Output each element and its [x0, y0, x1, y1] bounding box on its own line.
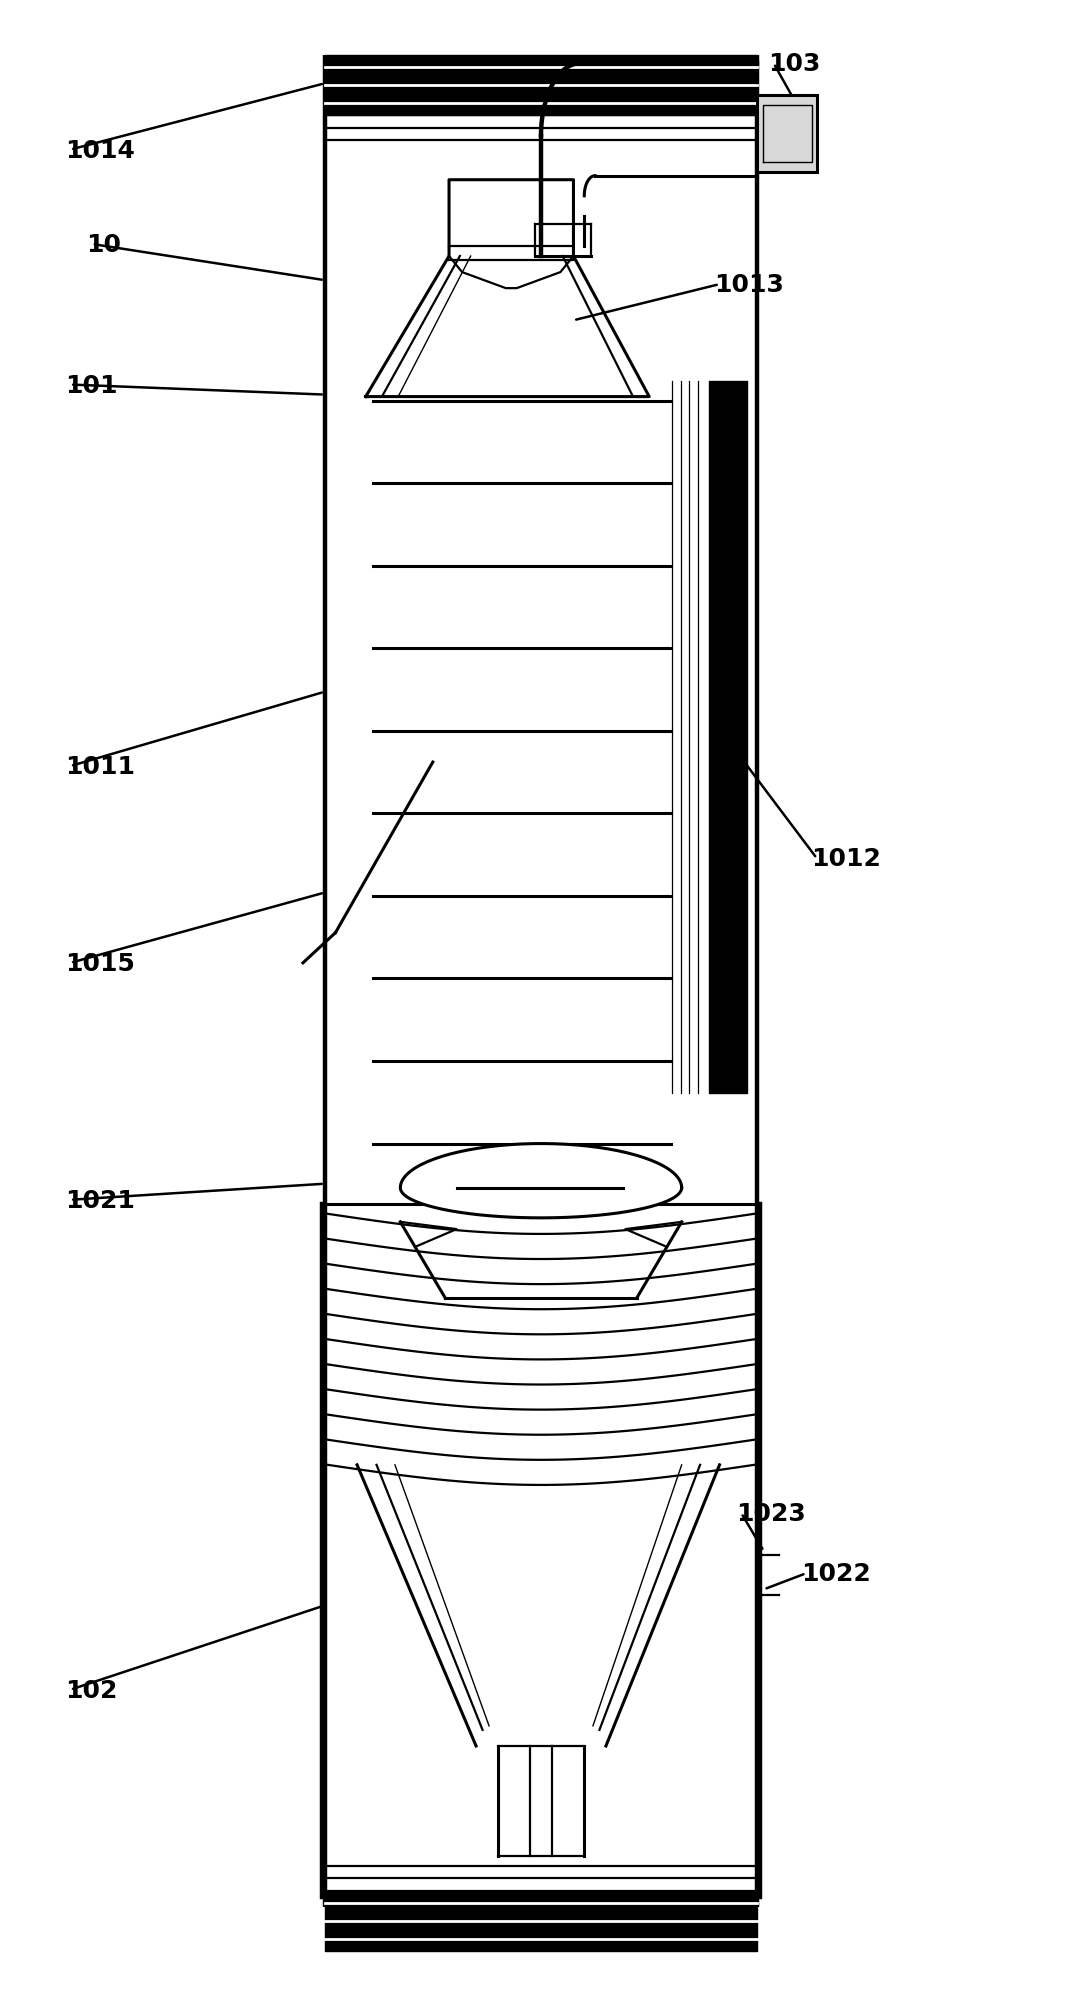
Text: 1023: 1023 — [736, 1501, 805, 1525]
Text: 1015: 1015 — [65, 951, 135, 975]
Text: 101: 101 — [65, 373, 118, 397]
Text: 1011: 1011 — [65, 755, 135, 779]
Text: 10: 10 — [87, 233, 121, 257]
Text: 1013: 1013 — [714, 273, 784, 297]
Text: 1012: 1012 — [812, 847, 882, 871]
Text: 102: 102 — [65, 1678, 117, 1702]
FancyBboxPatch shape — [757, 96, 817, 173]
Polygon shape — [366, 181, 649, 397]
Text: 1014: 1014 — [65, 138, 135, 163]
Text: 1021: 1021 — [65, 1188, 135, 1212]
Text: 103: 103 — [768, 52, 820, 76]
Polygon shape — [400, 1144, 682, 1218]
Text: 1022: 1022 — [801, 1561, 870, 1586]
